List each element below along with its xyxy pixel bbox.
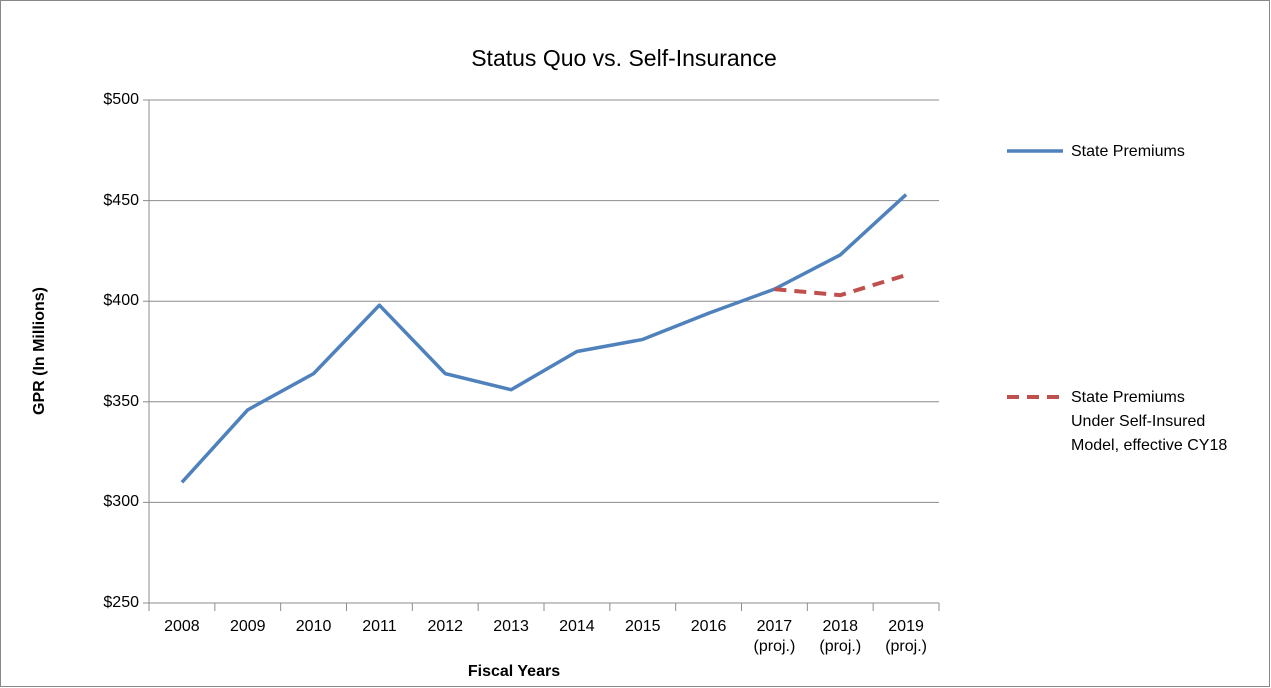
x-axis-title: Fiscal Years	[467, 663, 561, 680]
chart-title: Status Quo vs. Self-Insurance	[471, 45, 777, 71]
x-tick-label: 2017 (proj.)	[753, 618, 796, 655]
y-tick-label: $500	[103, 91, 139, 108]
legend-label: State Premiums	[1071, 143, 1185, 160]
y-tick-label: $300	[103, 493, 139, 511]
x-tick-label: 2012	[427, 618, 464, 635]
x-tick-label: 2009	[229, 618, 266, 635]
x-tick-label: 2010	[295, 618, 332, 635]
legend-label: State Premiums Under Self-Insured Model,…	[1071, 389, 1228, 454]
x-tick-label: 2011	[362, 618, 397, 635]
x-tick-label: 2013	[493, 618, 529, 635]
x-tick-label: 2016	[690, 618, 727, 635]
x-tick-label: 2018 (proj.)	[819, 618, 862, 655]
x-tick-label: 2008	[164, 618, 200, 635]
x-tick-label: 2014	[559, 618, 595, 635]
x-tick-label: 2015	[624, 618, 661, 635]
y-tick-label: $450	[103, 191, 139, 209]
series-line	[774, 273, 907, 298]
y-axis-title: GPR (In Millions)	[31, 287, 48, 415]
y-tick-label: $350	[103, 392, 139, 410]
x-tick-label: 2019 (proj.)	[885, 618, 927, 655]
y-tick-label: $250	[103, 594, 139, 611]
series-line	[180, 193, 908, 484]
y-tick-label: $400	[103, 292, 139, 310]
